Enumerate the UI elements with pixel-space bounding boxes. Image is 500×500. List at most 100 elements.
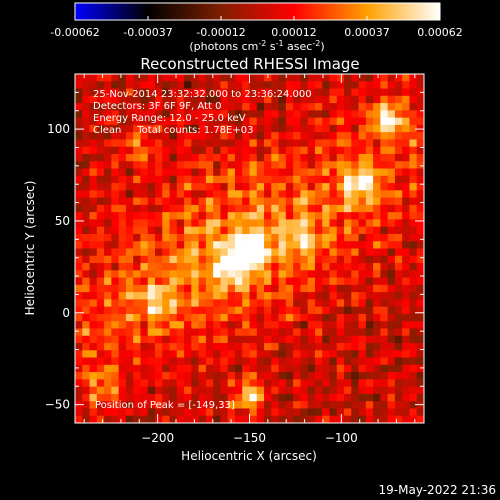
heat-cell bbox=[271, 408, 279, 417]
heat-cell bbox=[227, 161, 236, 169]
heat-cell bbox=[380, 306, 389, 315]
heat-cell bbox=[358, 401, 367, 409]
heat-cell bbox=[242, 306, 250, 315]
heat-cell bbox=[416, 132, 425, 140]
heat-cell bbox=[220, 357, 229, 366]
heat-cell bbox=[293, 88, 301, 97]
heat-cell bbox=[140, 408, 149, 417]
heat-cell bbox=[394, 343, 403, 351]
heat-cell bbox=[300, 219, 309, 228]
heat-cell bbox=[293, 161, 301, 169]
heat-cell bbox=[300, 350, 309, 358]
heat-cell bbox=[307, 350, 316, 358]
heat-cell bbox=[271, 88, 279, 97]
heat-cell bbox=[154, 284, 163, 293]
heat-cell bbox=[191, 299, 199, 308]
heat-cell bbox=[380, 415, 389, 424]
heat-cell bbox=[96, 299, 105, 308]
heat-cell bbox=[89, 248, 98, 257]
heat-cell bbox=[89, 270, 98, 278]
heat-cell bbox=[256, 241, 265, 249]
heat-cell bbox=[111, 255, 120, 264]
heat-cell bbox=[205, 401, 214, 409]
heat-cell bbox=[271, 168, 279, 177]
heat-cell bbox=[351, 306, 359, 315]
heat-cell bbox=[344, 212, 352, 220]
heat-cell bbox=[336, 270, 345, 278]
heat-cell bbox=[322, 226, 330, 235]
colorbar-ticks: -0.00062 -0.00037 -0.00012 0.00012 0.00037 0.… bbox=[50, 16, 463, 39]
heat-cell bbox=[75, 212, 83, 220]
heat-cell bbox=[256, 350, 265, 358]
heat-cell bbox=[264, 190, 272, 198]
heat-cell bbox=[365, 95, 374, 104]
heat-cell bbox=[125, 161, 134, 169]
heat-cell bbox=[227, 175, 236, 184]
heat-cell bbox=[220, 212, 229, 220]
heat-cell bbox=[89, 146, 98, 155]
heat-cell bbox=[184, 379, 192, 388]
heat-cell bbox=[394, 175, 403, 184]
heat-cell bbox=[351, 364, 359, 373]
heat-cell bbox=[111, 103, 120, 111]
heat-cell bbox=[336, 226, 345, 235]
heat-cell bbox=[300, 110, 309, 119]
heat-cell bbox=[336, 306, 345, 315]
heat-cell bbox=[314, 233, 323, 242]
units-exp-2: -1 bbox=[276, 39, 284, 48]
heat-cell bbox=[373, 343, 381, 351]
heat-cell bbox=[249, 190, 258, 198]
heat-cell bbox=[409, 219, 418, 228]
heat-cell bbox=[176, 110, 185, 119]
heat-cell bbox=[118, 139, 127, 148]
heat-cell bbox=[242, 241, 250, 249]
heat-cell bbox=[336, 364, 345, 373]
heat-cell bbox=[140, 161, 149, 169]
heat-cell bbox=[198, 183, 207, 191]
heat-cell bbox=[409, 386, 418, 395]
heat-cell bbox=[191, 95, 199, 104]
heat-cell bbox=[344, 277, 352, 286]
heat-cell bbox=[198, 248, 207, 257]
heat-cell bbox=[205, 74, 214, 82]
heat-cell bbox=[416, 277, 425, 286]
heat-cell bbox=[154, 415, 163, 424]
heat-cell bbox=[125, 299, 134, 308]
heat-cell bbox=[322, 132, 330, 140]
heat-cell bbox=[154, 299, 163, 308]
heat-cell bbox=[249, 306, 258, 315]
heat-cell bbox=[271, 161, 279, 169]
heat-cell bbox=[278, 95, 287, 104]
heat-cell bbox=[358, 415, 367, 424]
heat-cell bbox=[140, 110, 149, 119]
heat-cell bbox=[82, 168, 90, 177]
heat-cell bbox=[104, 263, 112, 271]
heat-cell bbox=[402, 284, 410, 293]
heat-cell bbox=[409, 197, 418, 206]
heat-cell bbox=[147, 183, 156, 191]
heat-cell bbox=[140, 386, 149, 395]
heat-cell bbox=[336, 219, 345, 228]
x-tick-label: −200 bbox=[141, 431, 174, 445]
heat-cell bbox=[111, 350, 120, 358]
heat-cell bbox=[89, 321, 98, 329]
heat-cell bbox=[133, 321, 141, 329]
heat-cell bbox=[271, 306, 279, 315]
heat-cell bbox=[336, 299, 345, 308]
heat-cell bbox=[314, 306, 323, 315]
heat-cell bbox=[227, 190, 236, 198]
heat-cell bbox=[409, 103, 418, 111]
heat-cell bbox=[176, 233, 185, 242]
heat-cell bbox=[329, 292, 338, 300]
heat-cell bbox=[234, 117, 243, 126]
heat-cell bbox=[336, 321, 345, 329]
heat-cell bbox=[82, 175, 90, 184]
heat-cell bbox=[191, 233, 199, 242]
heat-cell bbox=[82, 241, 90, 249]
heat-cell bbox=[213, 393, 221, 402]
heat-cell bbox=[184, 103, 192, 111]
heat-cell bbox=[264, 263, 272, 271]
heat-cell bbox=[111, 401, 120, 409]
heat-cell bbox=[125, 204, 134, 213]
heat-cell bbox=[373, 168, 381, 177]
